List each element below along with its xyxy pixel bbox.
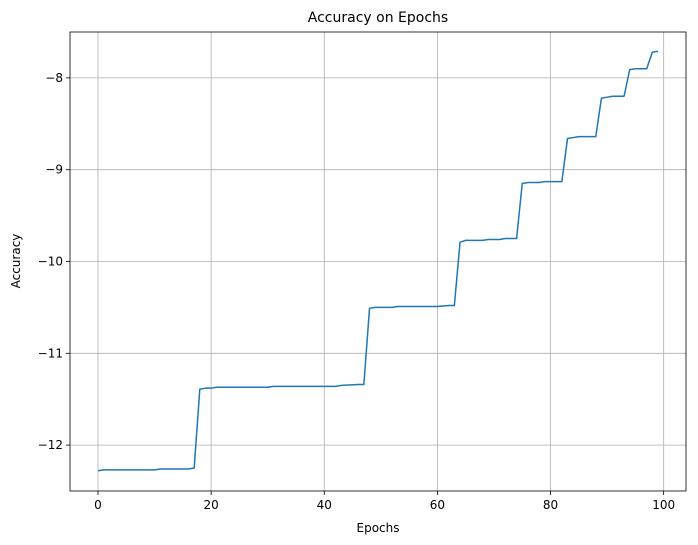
x-tick-label: 0 <box>94 498 102 512</box>
y-tick-label: −11 <box>38 346 63 360</box>
y-tick-label: −9 <box>45 163 63 177</box>
x-tick-label: 100 <box>652 498 675 512</box>
x-tick-label: 60 <box>430 498 445 512</box>
series-line <box>97 50 659 472</box>
chart-title: Accuracy on Epochs <box>308 10 448 26</box>
x-tick-label: 20 <box>203 498 218 512</box>
x-tick-label: 80 <box>543 498 558 512</box>
x-axis-label: Epochs <box>357 521 400 535</box>
gridlines <box>70 32 686 491</box>
y-ticks: −12 −11 −10 −9 −8 <box>38 71 70 452</box>
y-tick-label: −10 <box>38 255 63 269</box>
y-axis-label: Accuracy <box>9 234 23 289</box>
x-ticks: 0 20 40 60 80 100 <box>94 491 675 512</box>
x-tick-label: 40 <box>317 498 332 512</box>
y-tick-label: −12 <box>38 438 63 452</box>
y-tick-label: −8 <box>45 71 63 85</box>
